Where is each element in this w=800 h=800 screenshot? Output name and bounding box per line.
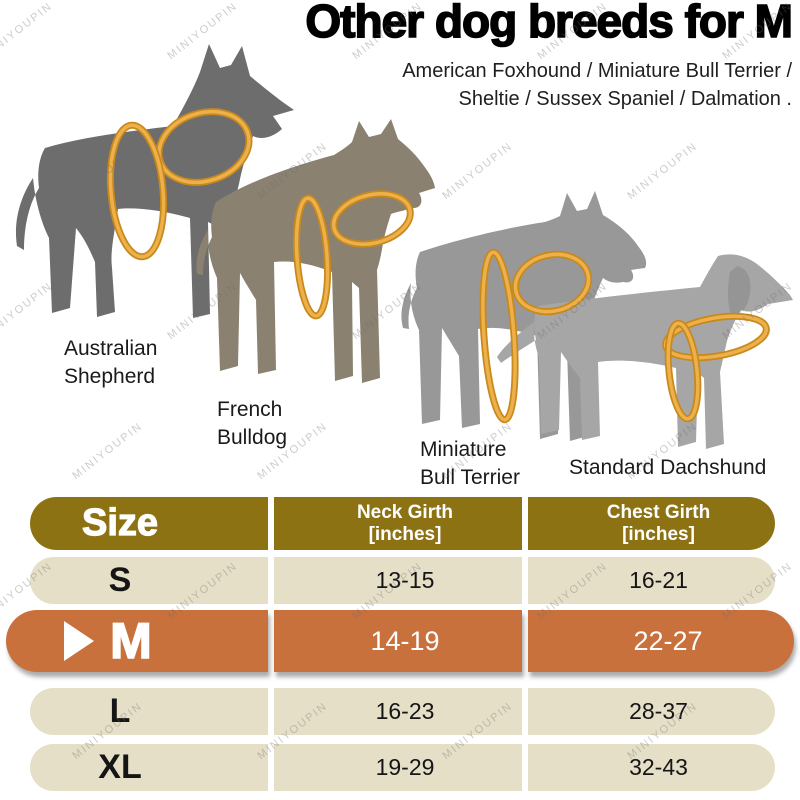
breed-label-french-bulldog: French Bulldog	[217, 398, 288, 449]
table-row-size-m-highlighted: M 14-19 22-27	[6, 610, 794, 672]
size-label: S	[30, 557, 268, 604]
breed-label-standard-dachshund: Standard Dachshund	[569, 456, 767, 479]
chest-girth-value: 28-37	[528, 688, 775, 735]
dog-silhouette-french-bulldog	[196, 119, 435, 383]
size-label: L	[30, 688, 268, 735]
chest-girth-ring	[106, 121, 168, 261]
chest-girth-value: 16-21	[528, 557, 775, 604]
chest-girth-value: 22-27	[528, 610, 794, 672]
column-header-size: Size	[30, 497, 268, 550]
dog-silhouettes-illustration	[15, 44, 793, 449]
selected-size-arrow-icon	[64, 621, 95, 661]
size-table-header-row: Size Neck Girth [inches] Chest Girth [in…	[30, 497, 775, 550]
column-header-neck-girth: Neck Girth [inches]	[274, 497, 522, 550]
neck-girth-value: 13-15	[274, 557, 522, 604]
dachshund-ear-shading	[727, 266, 751, 318]
breed-label-australian-shepherd: Australian Shepherd	[64, 337, 158, 388]
neck-girth-value: 14-19	[274, 610, 522, 672]
chest-girth-ring	[664, 319, 702, 423]
size-label: M	[109, 612, 152, 670]
page-title: Other dog breeds for M	[305, 0, 794, 48]
chest-girth-ring	[292, 194, 332, 320]
neck-girth-value: 19-29	[274, 744, 522, 791]
table-row-size-l: L 16-23 28-37	[30, 688, 775, 735]
column-header-chest-girth: Chest Girth [inches]	[528, 497, 775, 550]
neck-girth-value: 16-23	[274, 688, 522, 735]
table-row-size-xl: XL 19-29 32-43	[30, 744, 775, 791]
chest-girth-value: 32-43	[528, 744, 775, 791]
size-label-highlighted: M	[6, 610, 268, 672]
table-row-size-s: S 13-15 16-21	[30, 557, 775, 604]
breed-label-miniature-bull-terrier: Miniature Bull Terrier	[420, 438, 520, 489]
size-label: XL	[30, 744, 268, 791]
neck-girth-ring	[511, 250, 593, 316]
chest-girth-ring	[479, 248, 519, 424]
breed-list-subtitle: American Foxhound / Miniature Bull Terri…	[402, 60, 792, 110]
neck-girth-ring	[330, 190, 414, 248]
